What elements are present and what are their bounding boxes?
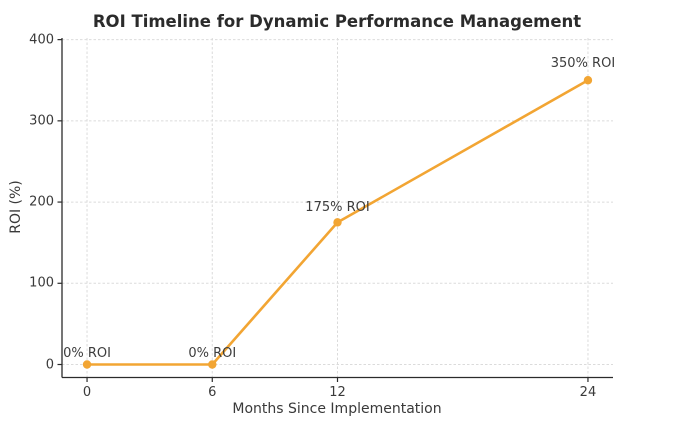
point-annotation: 0% ROI: [188, 345, 237, 361]
y-tick-label: 300: [29, 113, 54, 129]
data-point-marker: [583, 76, 593, 85]
x-axis-label: Months Since Implementation: [232, 401, 442, 417]
y-tick-label: 100: [29, 275, 54, 291]
roi-line-series: [85, 78, 590, 366]
y-tick-label: 400: [29, 32, 54, 48]
data-point-marker: [82, 360, 92, 369]
point-annotation: 0% ROI: [63, 345, 111, 361]
point-annotation: 175% ROI: [305, 200, 370, 216]
x-tick-label: 24: [579, 384, 597, 400]
point-annotation: 350% ROI: [550, 56, 616, 72]
x-tick-label: 6: [208, 384, 217, 400]
chart-title: ROI Timeline for Dynamic Performance Man…: [92, 12, 582, 31]
y-tick-label: 0: [45, 357, 54, 372]
x-tick-label: 12: [329, 384, 346, 400]
y-tick-label: 200: [29, 194, 54, 210]
x-tick-label: 0: [82, 384, 92, 400]
data-point-marker: [333, 218, 342, 227]
data-point-marker: [208, 360, 217, 369]
